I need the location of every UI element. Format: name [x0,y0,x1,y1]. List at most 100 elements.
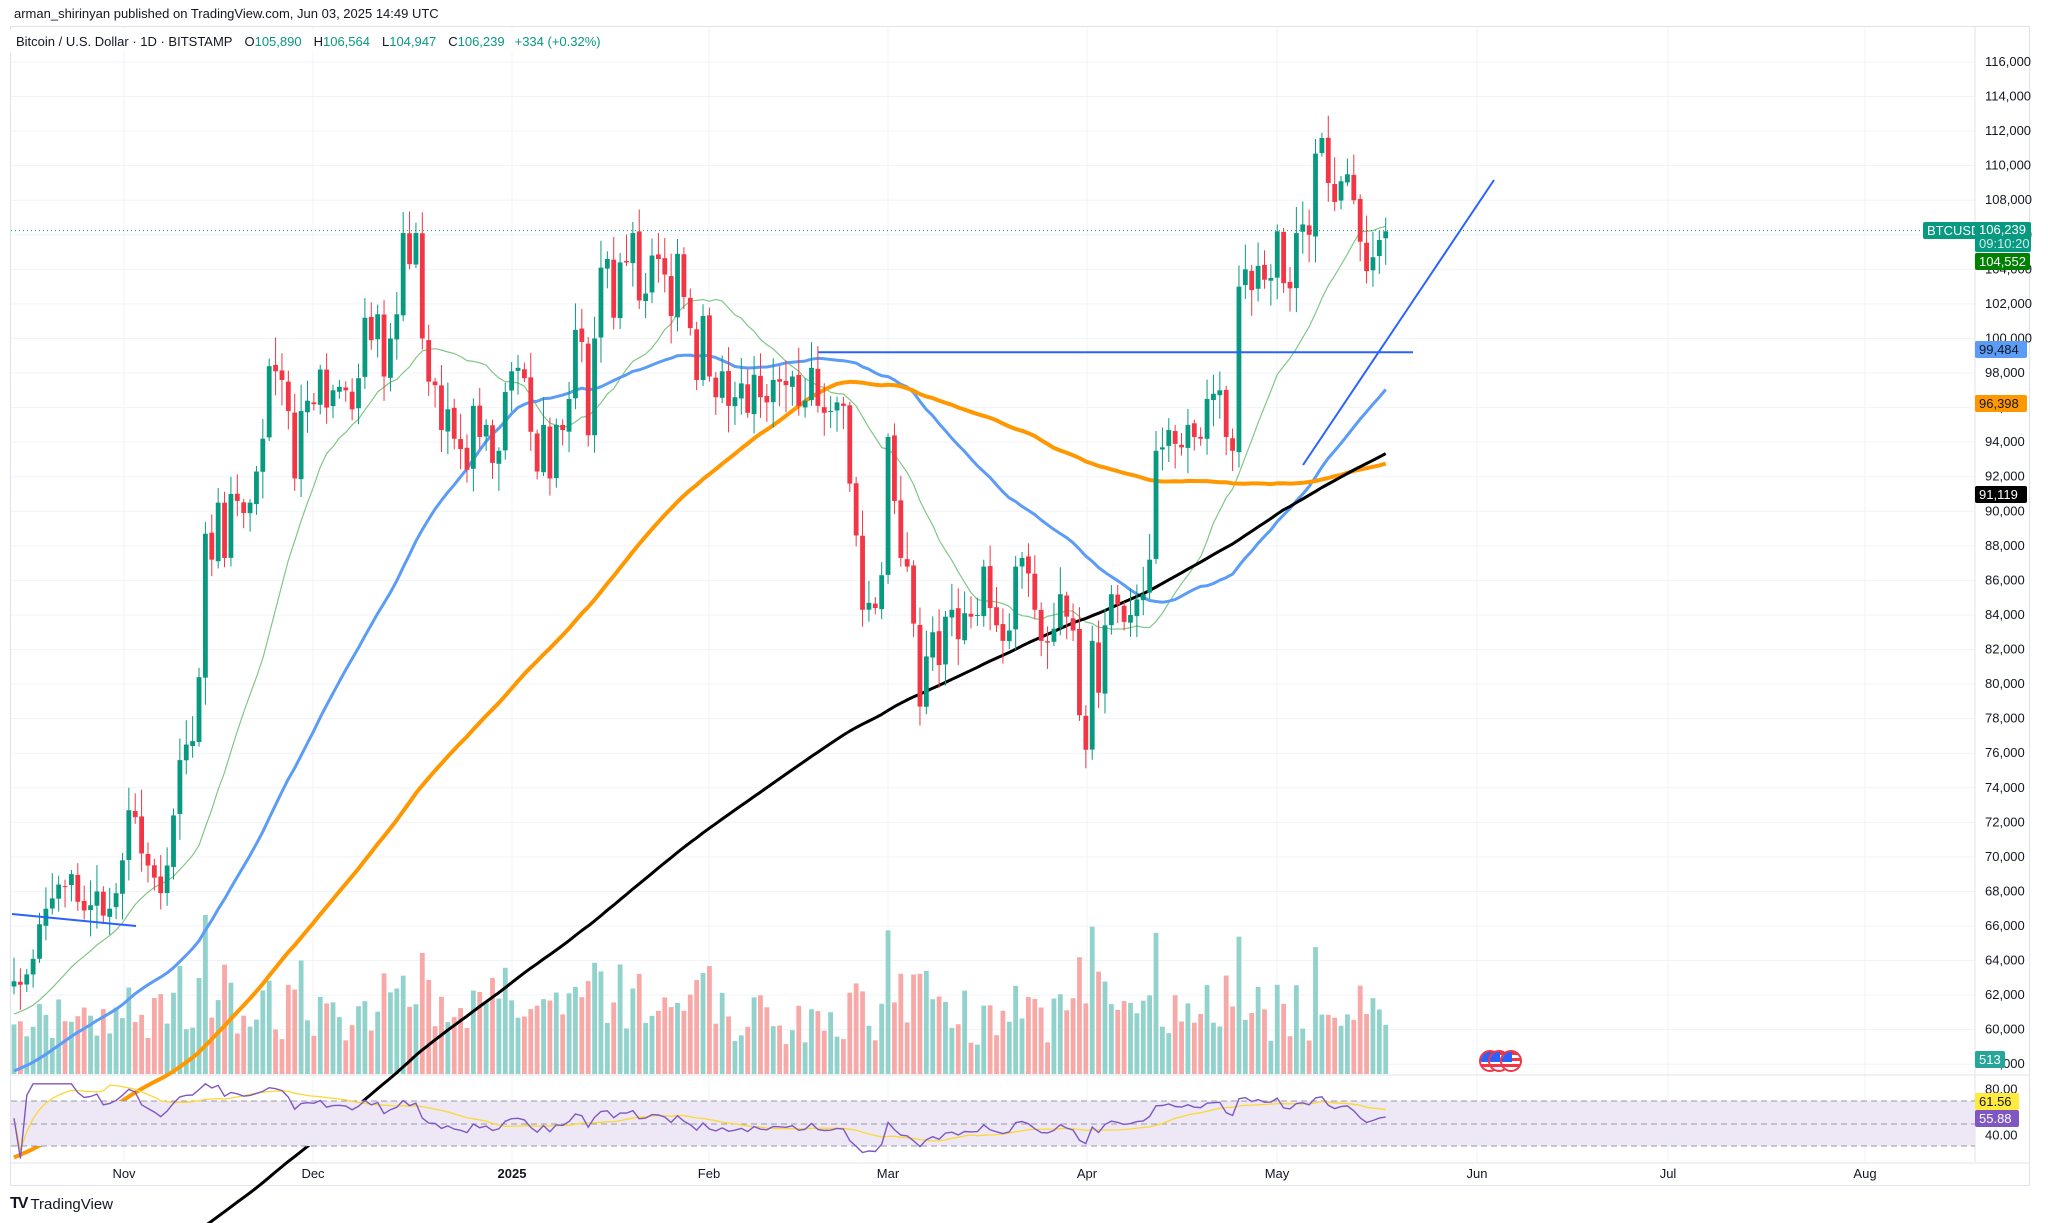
candle-body [349,391,355,410]
volume-bar [732,1041,738,1074]
candle-body [936,631,942,666]
candle-body [962,613,968,641]
candle-body [1204,398,1210,439]
price-axis-label: 76,000 [1985,745,2025,760]
volume-bar [758,995,763,1074]
candle-body [273,364,278,372]
candle-body [426,340,432,382]
candle-body [113,893,119,908]
candle-body [247,502,253,514]
volume-bar [1376,1009,1382,1074]
candle-body [305,400,310,413]
volume-bar [113,1007,119,1074]
candle-body [171,815,176,867]
candle-body [751,374,757,415]
candle-body [1160,447,1165,450]
candle-body [624,260,629,263]
ma-black-tag: 91,119 [1975,486,2027,503]
volume-bar [183,1029,189,1074]
volume-bar [1147,995,1153,1074]
candle-body [151,865,157,878]
candle-body [949,609,955,618]
candle-body [636,231,642,301]
volume-bar [470,990,476,1074]
volume-bar [1013,985,1019,1074]
trendline[interactable] [1302,179,1495,466]
time-axis-label: May [1265,1166,1290,1181]
price-axis-label: 64,000 [1985,953,2025,968]
volume-bar [777,1025,782,1074]
volume-bar [426,980,432,1074]
chart-frame [10,26,2030,1186]
candle-body [732,397,738,407]
candle-body [630,233,636,264]
volume-bar [987,1005,993,1074]
trendline[interactable] [11,913,137,927]
candle-body [17,981,23,985]
candle-body [241,502,247,514]
volume-bar [458,1008,463,1074]
candle-body [445,409,451,432]
volume-bar [1319,1014,1325,1074]
candle-body [164,865,170,894]
candle-body [132,810,138,818]
candle-body [1223,389,1229,437]
volume-bar [62,1021,68,1074]
candle-body [872,603,878,609]
candle-body [1070,618,1076,631]
volume-bar [502,967,508,1074]
volume-bar [1364,1014,1369,1074]
candle-body [158,876,164,894]
volume-bar [17,1021,23,1074]
candle-body [738,383,744,399]
candle-body [1140,594,1146,601]
volume-bar [1083,1003,1089,1074]
volume-bar [336,1017,342,1074]
volume-bar [719,992,725,1074]
candle-body [1096,642,1101,693]
candle-body [24,974,30,985]
candle-body [1128,614,1133,623]
symbol-description: Bitcoin / U.S. Dollar · 1D · BITSTAMP [16,33,233,49]
candle-body [1300,224,1306,232]
volume-bar [879,1003,885,1074]
price-axis-label: 70,000 [1985,849,2025,864]
volume-bar [573,986,578,1074]
us-flag-event-icon[interactable] [1500,1050,1522,1072]
volume-bar [566,993,572,1074]
volume-bar [1351,1019,1357,1074]
candle-body [1351,174,1357,201]
price-axis-label: 66,000 [1985,918,2025,933]
volume-bar [1211,1022,1216,1074]
candle-body [336,386,342,392]
candle-body [719,371,725,398]
volume-bar [349,1025,355,1074]
volume-bar [1281,1003,1287,1074]
candle-body [834,402,840,411]
volume-bar [1096,971,1101,1074]
last-price-tag: 106,239 09:10:20 [1975,222,2031,252]
volume-bar [579,997,585,1074]
candle-body [1268,278,1274,281]
volume-bar [158,994,164,1074]
price-axis-label: 114,000 [1985,89,2031,104]
volume-bar [375,1011,381,1074]
candle-body [994,607,999,626]
candle-body [139,816,144,854]
candle-body [419,233,425,339]
open-label: O [244,33,255,49]
candle-body [1242,269,1248,286]
candle-body [1313,153,1318,237]
volume-bar [604,1022,610,1074]
candle-body [362,317,368,377]
volume-bar [177,965,183,1074]
volume-bar [534,1005,540,1074]
volume-bar [943,1001,948,1074]
candle-body [1166,430,1172,446]
volume-bar [1191,1022,1197,1074]
candle-body [592,338,597,436]
candle-body [1115,594,1121,605]
candle-body [69,874,74,886]
close-value: 106,239 [457,33,505,49]
